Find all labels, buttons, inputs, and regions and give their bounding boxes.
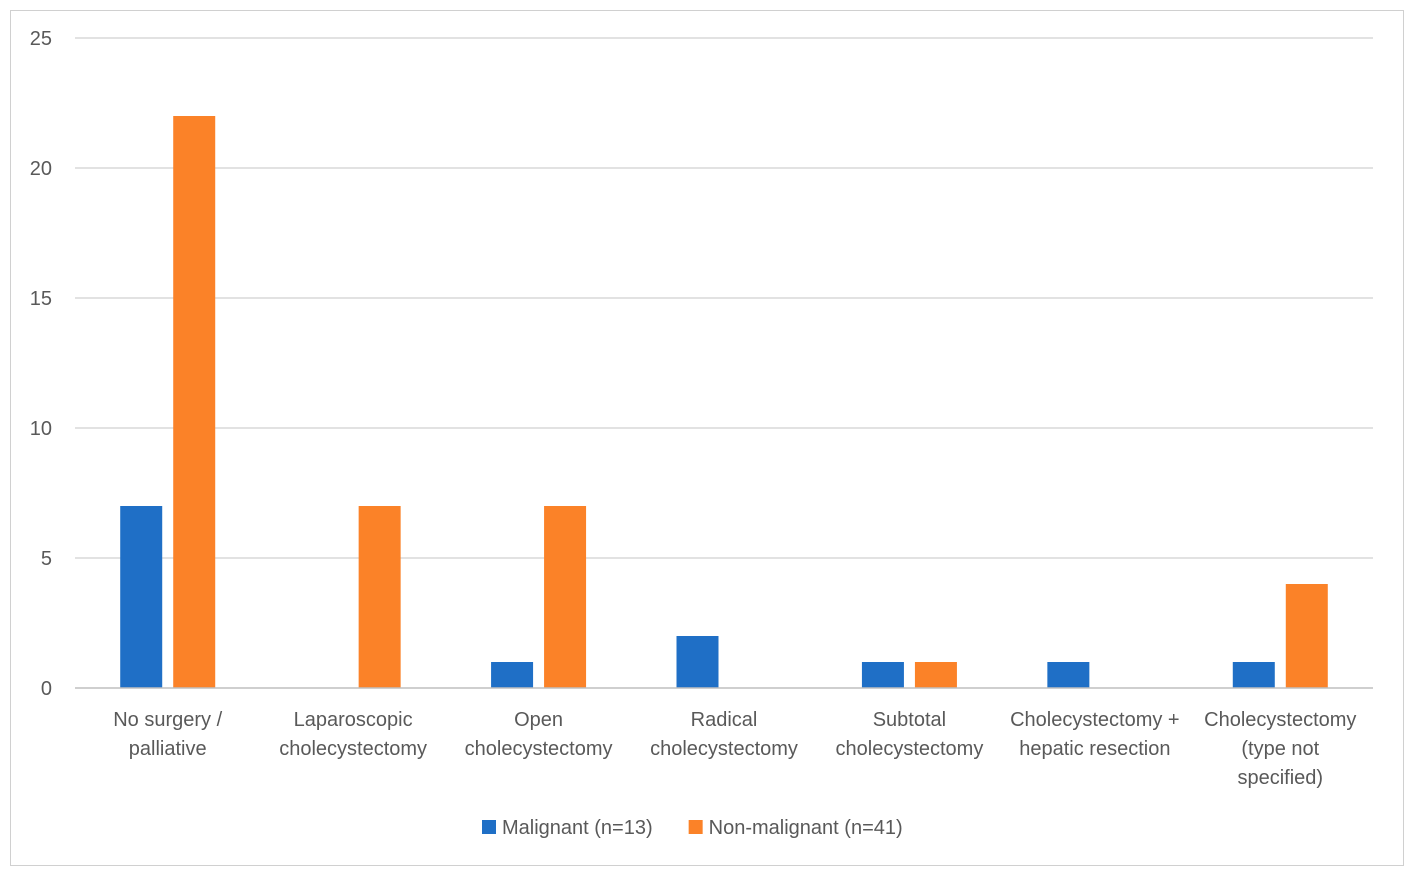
y-tick-label: 20 [30, 158, 52, 180]
bar-malignant [861, 662, 904, 688]
y-tick-label: 10 [30, 418, 52, 440]
x-category-label: No surgery / palliative [113, 709, 222, 760]
legend-swatch [688, 820, 703, 834]
x-category-label: Open cholecystectomy [465, 709, 613, 760]
bar-non-malignant [358, 506, 401, 688]
bar-non-malignant [544, 506, 587, 688]
chart-frame [10, 10, 1404, 866]
bar-malignant [1047, 662, 1090, 688]
legend-label: Malignant (n=13) [502, 817, 653, 839]
legend-label: Non-malignant (n=41) [709, 817, 903, 839]
bars [120, 116, 1328, 688]
y-tick-label: 0 [41, 678, 52, 700]
x-category-label: Laparoscopic cholecystectomy [279, 709, 427, 760]
legend: Malignant (n=13) Non-malignant (n=41) [482, 817, 903, 839]
x-category-label: Radical cholecystectomy [650, 709, 798, 760]
bar-non-malignant [914, 662, 957, 688]
x-category-label: Subtotal cholecystectomy [836, 709, 984, 760]
y-tick-label: 25 [30, 28, 52, 50]
bar-malignant [676, 636, 719, 688]
x-category-label: Cholecystectomy (type not specified) [1204, 709, 1356, 789]
bar-malignant [491, 662, 534, 688]
legend-swatch [482, 820, 496, 834]
category-labels: No surgery / palliative Laparoscopic cholec… [113, 709, 1356, 789]
y-axis-ticks: 0 5 10 15 20 25 [30, 28, 52, 700]
bar-malignant [120, 506, 163, 688]
bar-malignant [1232, 662, 1275, 688]
bar-non-malignant [1285, 584, 1328, 688]
x-category-label: Cholecystectomy + hepatic resection [1010, 709, 1180, 760]
gridlines [75, 37, 1373, 559]
bar-non-malignant [173, 116, 216, 688]
y-tick-label: 15 [30, 288, 52, 310]
y-tick-label: 5 [41, 548, 52, 570]
